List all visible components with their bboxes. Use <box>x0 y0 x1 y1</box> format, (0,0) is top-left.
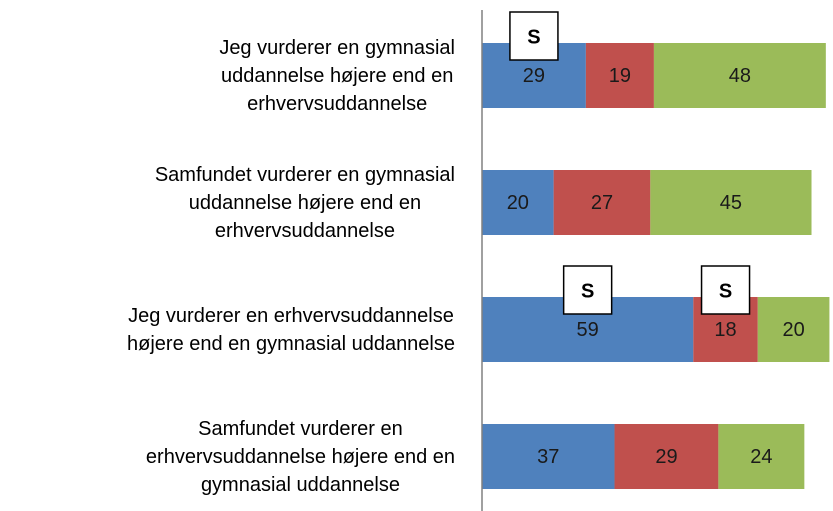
annotation-box <box>509 11 559 61</box>
annotation: S <box>581 280 594 302</box>
value-label: 19 <box>609 65 631 87</box>
bar-segment <box>553 170 651 235</box>
value-label: 45 <box>720 192 742 214</box>
value-label: 59 <box>577 319 599 341</box>
value-label: 29 <box>655 446 677 468</box>
bar-segment <box>585 43 654 108</box>
category-label: Samfundet vurderer en erhvervsuddannelse… <box>145 417 455 496</box>
category-label: Samfundet vurderer en gymnasial uddannel… <box>154 163 455 242</box>
bar-segment <box>614 424 719 489</box>
annotation: S <box>527 26 540 48</box>
value-label: 48 <box>729 65 751 87</box>
bar-segment <box>757 297 830 362</box>
annotation: S <box>719 280 732 302</box>
bar-segment <box>482 170 554 235</box>
category-label: Jeg vurderer en gymnasial uddannelse høj… <box>219 36 455 115</box>
bar-segment <box>650 170 812 235</box>
bar-segment <box>653 43 826 108</box>
value-label: 20 <box>782 319 804 341</box>
value-label: 27 <box>591 192 613 214</box>
annotation-box <box>700 265 751 315</box>
value-label: 18 <box>714 319 736 341</box>
bar-segment <box>482 424 615 489</box>
value-label: 24 <box>750 446 772 468</box>
value-label: 37 <box>537 446 559 468</box>
annotation-box <box>562 265 613 315</box>
value-label: 29 <box>523 65 545 87</box>
bar-segment <box>718 424 805 489</box>
category-label: Jeg vurderer en erhvervsuddannelse højer… <box>127 304 455 355</box>
value-label: 20 <box>507 192 529 214</box>
